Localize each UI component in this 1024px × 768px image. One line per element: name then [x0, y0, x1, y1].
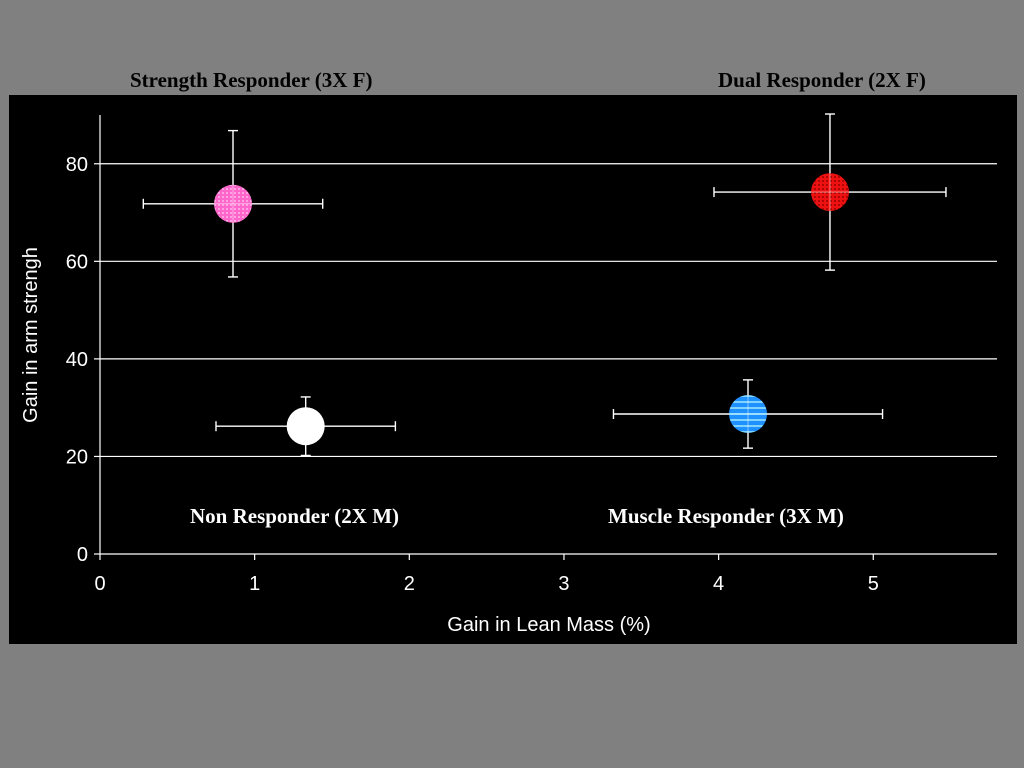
- label-strength-responder: Strength Responder (3X F): [130, 68, 373, 92]
- y-axis-title: Gain in arm strengh: [20, 247, 42, 423]
- x-tick-label-5: 5: [868, 573, 879, 595]
- x-tick-label-3: 3: [558, 573, 569, 595]
- x-axis-title: Gain in Lean Mass (%): [447, 614, 650, 636]
- label-dual-responder: Dual Responder (2X F): [718, 68, 926, 92]
- x-tick-label-2: 2: [404, 573, 415, 595]
- scatter-chart: 0 20 40 60 80 0 1 2 3 4 5 Gain in Lean Mass (%) Ga…: [20, 113, 997, 636]
- y-tick-label-80: 80: [66, 154, 88, 176]
- y-tick-label-0: 0: [77, 544, 88, 566]
- marks-layer: [142, 113, 947, 457]
- x-tick-label-1: 1: [249, 573, 260, 595]
- label-non-responder: Non Responder (2X M): [190, 504, 400, 528]
- grid-layer: [100, 163, 997, 458]
- y-tick-label-60: 60: [66, 251, 88, 273]
- x-tick-label-4: 4: [713, 573, 724, 595]
- label-muscle-responder: Muscle Responder (3X M): [608, 504, 844, 528]
- axis-layer: 0 20 40 60 80 0 1 2 3 4 5: [66, 115, 997, 595]
- x-tick-label-0: 0: [94, 573, 105, 595]
- y-tick-label-20: 20: [66, 446, 88, 468]
- chart-panel: 0 20 40 60 80 0 1 2 3 4 5 Gain in Lean Mass (%) Ga…: [9, 95, 1017, 644]
- y-tick-label-40: 40: [66, 349, 88, 371]
